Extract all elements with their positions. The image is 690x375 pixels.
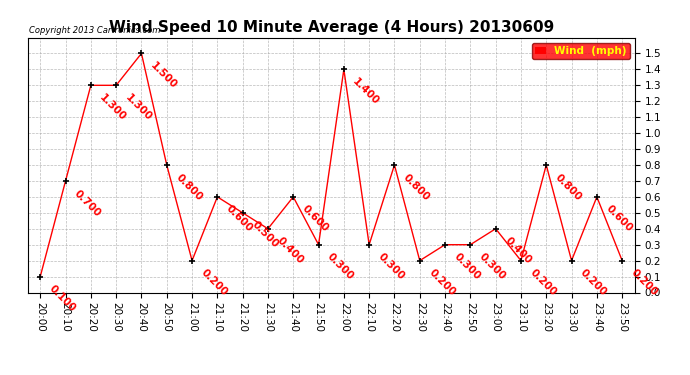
Text: 0.100: 0.100	[47, 284, 77, 314]
Text: 0.200: 0.200	[528, 268, 558, 298]
Text: 0.200: 0.200	[629, 268, 660, 298]
Text: 0.400: 0.400	[502, 236, 533, 266]
Text: 0.400: 0.400	[275, 236, 306, 266]
Title: Wind Speed 10 Minute Average (4 Hours) 20130609: Wind Speed 10 Minute Average (4 Hours) 2…	[108, 20, 554, 35]
Text: 0.300: 0.300	[477, 252, 508, 282]
Text: Copyright 2013 Cartronics.com: Copyright 2013 Cartronics.com	[29, 26, 160, 35]
Text: 1.300: 1.300	[98, 92, 128, 123]
Text: 0.800: 0.800	[402, 172, 432, 202]
Legend: Wind  (mph): Wind (mph)	[532, 43, 629, 59]
Text: 0.700: 0.700	[72, 188, 103, 218]
Text: 0.300: 0.300	[452, 252, 482, 282]
Text: 0.800: 0.800	[553, 172, 584, 202]
Text: 0.300: 0.300	[326, 252, 356, 282]
Text: 0.500: 0.500	[250, 220, 280, 250]
Text: 0.200: 0.200	[426, 268, 457, 298]
Text: 1.300: 1.300	[123, 92, 153, 123]
Text: 1.500: 1.500	[148, 60, 179, 91]
Text: 0.300: 0.300	[376, 252, 406, 282]
Text: 0.600: 0.600	[300, 204, 331, 234]
Text: 0.600: 0.600	[604, 204, 634, 234]
Text: 1.400: 1.400	[351, 76, 382, 107]
Text: 0.200: 0.200	[578, 268, 609, 298]
Text: 0.600: 0.600	[224, 204, 255, 234]
Text: 0.800: 0.800	[174, 172, 204, 202]
Text: 0.200: 0.200	[199, 268, 229, 298]
